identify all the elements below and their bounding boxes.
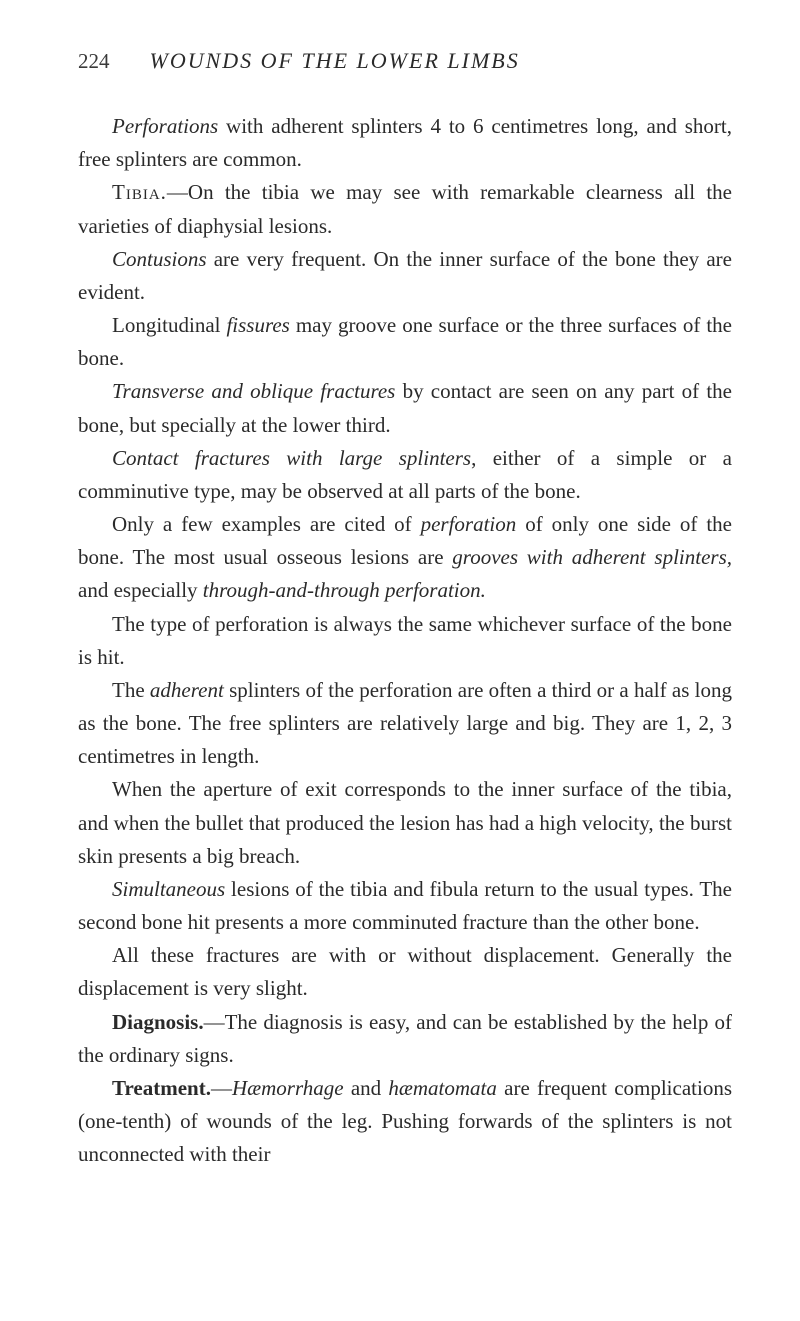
- small-caps-term: Tibia.: [112, 180, 167, 204]
- paragraph-4: Longitudinal fissures may groove one sur…: [78, 309, 732, 375]
- text-run: The: [112, 678, 150, 702]
- italic-term: Contact fractures with large splinters: [112, 446, 471, 470]
- text-run: —: [211, 1076, 232, 1100]
- paragraph-8: The type of perforation is always the sa…: [78, 608, 732, 674]
- text-run: When the aperture of exit corresponds to…: [78, 777, 732, 867]
- italic-term: hæmatomata: [388, 1076, 497, 1100]
- section-heading: Treatment.: [112, 1076, 211, 1100]
- section-heading: Diagnosis.: [112, 1010, 204, 1034]
- paragraph-5: Transverse and oblique fractures by cont…: [78, 375, 732, 441]
- paragraph-2: Tibia.—On the tibia we may see with rema…: [78, 176, 732, 242]
- paragraph-11: Simultaneous lesions of the tibia and fi…: [78, 873, 732, 939]
- paragraph-12: All these fractures are with or without …: [78, 939, 732, 1005]
- italic-term: Transverse and oblique fractures: [112, 379, 395, 403]
- text-run: The type of perforation is always the sa…: [78, 612, 732, 669]
- paragraph-9: The adherent splinters of the perforatio…: [78, 674, 732, 774]
- text-run: All these fractures are with or without …: [78, 943, 732, 1000]
- page-header: 224 WOUNDS OF THE LOWER LIMBS: [78, 48, 732, 74]
- italic-term: fissures: [226, 313, 289, 337]
- paragraph-1: Perforations with adherent splinters 4 t…: [78, 110, 732, 176]
- italic-term: Perforations: [112, 114, 218, 138]
- italic-term: grooves with adherent splinters,: [452, 545, 732, 569]
- italic-term: Contusions: [112, 247, 207, 271]
- italic-term: through-and-through perforation.: [203, 578, 486, 602]
- running-title: WOUNDS OF THE LOWER LIMBS: [150, 48, 520, 74]
- paragraph-14: Treatment.—Hæmorrhage and hæmatomata are…: [78, 1072, 732, 1172]
- paragraph-13: Diagnosis.—The diagnosis is easy, and ca…: [78, 1006, 732, 1072]
- text-run: Only a few examples are cited of: [112, 512, 421, 536]
- text-run: and especially: [78, 578, 203, 602]
- text-run: —On the tibia we may see with remarkable…: [78, 180, 732, 237]
- italic-term: adherent: [150, 678, 224, 702]
- body-text: Perforations with adherent splinters 4 t…: [78, 110, 732, 1172]
- italic-term: Simultaneous: [112, 877, 225, 901]
- paragraph-10: When the aperture of exit corresponds to…: [78, 773, 732, 873]
- page-number: 224: [78, 49, 110, 74]
- text-run: Longitudinal: [112, 313, 226, 337]
- paragraph-7: Only a few examples are cited of perfora…: [78, 508, 732, 608]
- paragraph-6: Contact fractures with large splinters, …: [78, 442, 732, 508]
- italic-term: perforation: [421, 512, 517, 536]
- italic-term: Hæmorrhage: [232, 1076, 344, 1100]
- text-run: and: [344, 1076, 389, 1100]
- paragraph-3: Contusions are very frequent. On the inn…: [78, 243, 732, 309]
